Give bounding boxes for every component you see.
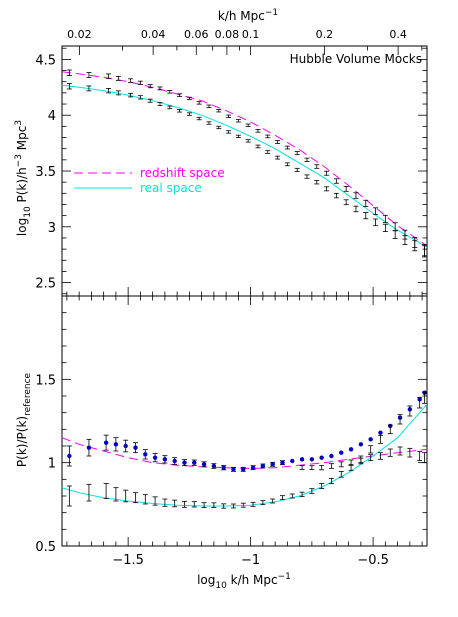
bottom-y-tick-label: 1 (48, 457, 56, 472)
top-y-tick-label: 4.5 (35, 53, 56, 68)
top-axis-tick-label: 0.06 (184, 28, 209, 41)
top-axis-tick-label: 0.04 (141, 28, 166, 41)
top-axis-tick-label: 0.4 (389, 28, 407, 41)
top-plot-area (62, 69, 427, 258)
bottom-y-axis-label: P(k)/P(k)reference (15, 372, 33, 467)
legend-redshift-label: redshift space (140, 166, 225, 180)
bottom-redshift-space-ratio-point (319, 455, 324, 460)
bottom-redshift-space-ratio-point (103, 440, 109, 445)
bottom-redshift-space-ratio-point (241, 467, 246, 472)
x-tick-label: −1 (241, 553, 260, 568)
bottom-redshift-space-ratio-point (172, 458, 177, 464)
bottom-redshift-space-ratio-point (143, 452, 148, 457)
bottom-redshift-space-ratio-point (67, 453, 72, 459)
bottom-redshift-space-ratio-point (329, 453, 334, 459)
x-axis-label: log10 k/h Mpc−1 (197, 572, 291, 591)
bottom-redshift-space-ratio-point (113, 442, 119, 447)
top-y-tick-label: 2.5 (35, 277, 56, 292)
bottom-redshift-space-model-line (62, 437, 427, 470)
bottom-redshift-space-ratio-point (368, 437, 373, 442)
top-real-space-model-line (62, 84, 427, 248)
bottom-redshift-space-ratio-point (250, 465, 256, 470)
bottom-plot-frame (61, 295, 428, 547)
bottom-redshift-space-ratio-point (152, 455, 158, 460)
top-axis-tick-label: 0.2 (316, 28, 334, 41)
bottom-plot-area (62, 390, 427, 509)
top-axis-tick-label: 0.08 (215, 28, 240, 41)
top-y-tick-label: 3 (48, 221, 56, 236)
bottom-redshift-space-ratio-point (299, 457, 305, 462)
bottom-redshift-space-ratio-point (270, 462, 275, 467)
bottom-redshift-space-ratio-point (182, 460, 187, 465)
top-y-tick-label: 4 (48, 109, 56, 124)
bottom-redshift-space-ratio-point (123, 443, 128, 449)
bottom-redshift-space-ratio-point (378, 430, 383, 435)
bottom-y-tick-label: 0.5 (35, 540, 56, 555)
bottom-redshift-space-ratio-point (309, 457, 315, 462)
bottom-redshift-space-ratio-point (280, 460, 285, 465)
x-tick-label: −0.5 (357, 553, 389, 568)
bottom-redshift-space-ratio-point (192, 460, 197, 465)
top-plot-frame (61, 45, 428, 297)
bottom-redshift-space-ratio-point (201, 462, 207, 467)
top-panel: 2.5 3 3.5 4 4.5 0.02 0.04 0.06 0.08 0.1 0.2 0.4 (35, 28, 428, 297)
bottom-redshift-space-ratio-point (358, 442, 364, 447)
top-y-tick-label: 3.5 (35, 165, 56, 180)
bottom-redshift-space-ratio-point (231, 467, 236, 472)
chart-title: Hubble Volume Mocks (290, 52, 422, 66)
bottom-redshift-space-ratio-point (339, 450, 344, 455)
bottom-redshift-space-ratio-point (133, 445, 138, 450)
bottom-redshift-space-ratio-point (86, 445, 92, 450)
top-axis-tick-label: 0.02 (67, 28, 92, 41)
bottom-redshift-space-ratio-point (211, 463, 217, 469)
bottom-y-tick-label: 1.5 (35, 373, 56, 388)
bottom-redshift-space-ratio-point (348, 447, 354, 452)
bottom-redshift-space-ratio-point (290, 458, 295, 464)
top-axis-title: k/h Mpc−1 (218, 8, 278, 23)
bottom-redshift-space-ratio-point (260, 463, 266, 469)
bottom-redshift-space-ratio-point (221, 465, 226, 470)
bottom-panel: 0.5 1 1.5 −1.5 −1 −0.5 (35, 295, 428, 568)
top-axis-tick-label: 0.1 (242, 28, 260, 41)
legend-real-label: real space (140, 181, 202, 195)
top-redshift-space-model-line (62, 71, 427, 247)
bottom-real-space-model-line (62, 403, 427, 507)
bottom-redshift-space-ratio-point (162, 457, 168, 462)
legend: redshift space real space (74, 166, 225, 195)
top-y-axis-label: log10 P(k)/h−3 Mpc3 (14, 120, 33, 236)
x-tick-label: −1.5 (112, 553, 144, 568)
